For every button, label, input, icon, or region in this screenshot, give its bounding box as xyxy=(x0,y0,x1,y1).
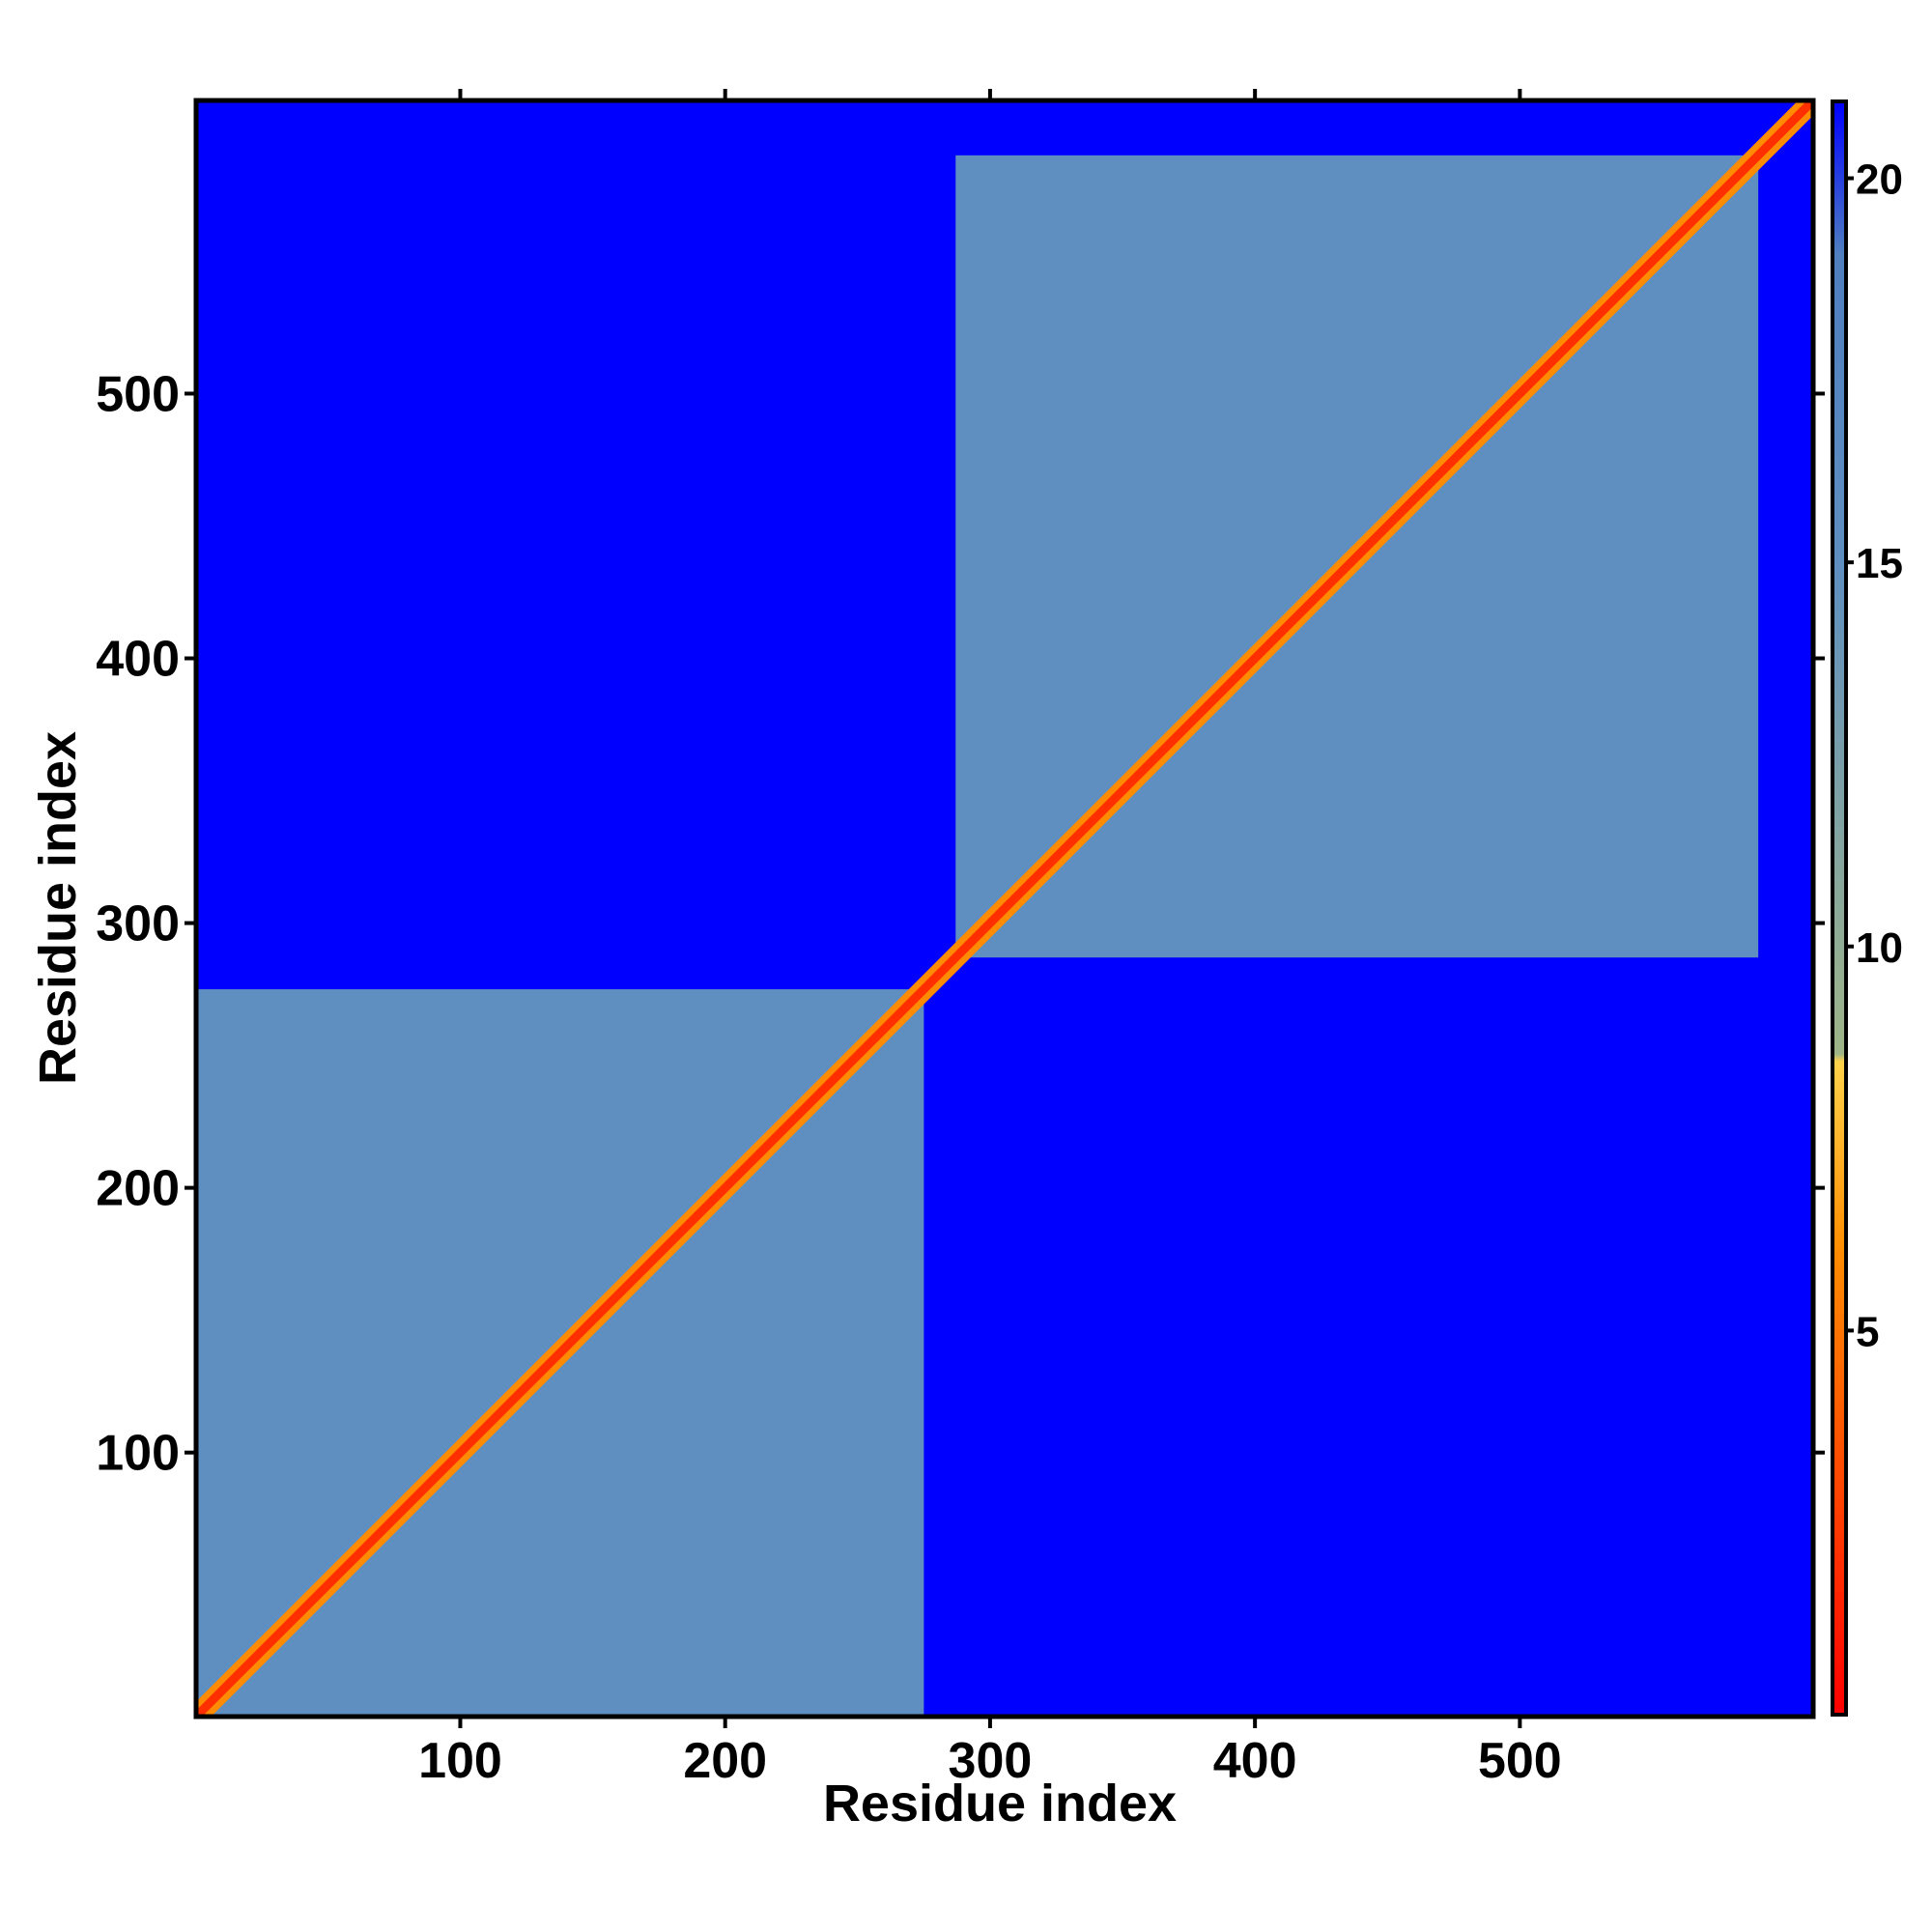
y-tick-label-500: 500 xyxy=(96,366,180,422)
x-tick-label-500: 500 xyxy=(1478,1733,1562,1789)
x-axis-title: Residue index xyxy=(823,1775,1177,1833)
x-tick-label-100: 100 xyxy=(418,1733,502,1789)
colorbar: 5 10 15 20 xyxy=(1831,99,1903,1717)
x-tick-label-300: 300 xyxy=(949,1733,1033,1789)
y-axis: 100 200 300 400 500 xyxy=(96,366,1825,1482)
y-tick-label-100: 100 xyxy=(96,1426,180,1482)
colorbar-tick-label-5: 5 xyxy=(1856,1308,1879,1355)
colorbar-gradient xyxy=(1831,99,1848,1717)
y-tick-label-400: 400 xyxy=(96,632,180,688)
colorbar-tick-label-15: 15 xyxy=(1856,540,1903,587)
y-tick-label-300: 300 xyxy=(96,896,180,952)
colorbar-tick-label-20: 20 xyxy=(1856,156,1903,204)
x-tick-label-200: 200 xyxy=(683,1733,767,1789)
plot-frame xyxy=(193,98,1816,1719)
x-axis: 100 200 300 400 500 xyxy=(418,89,1562,1789)
diagonal xyxy=(198,102,1811,1715)
y-tick-label-200: 200 xyxy=(96,1161,180,1217)
y-axis-title: Residue index xyxy=(29,731,87,1085)
heatmap-area xyxy=(198,102,1811,1715)
x-tick-label-400: 400 xyxy=(1213,1733,1297,1789)
colorbar-tick-label-10: 10 xyxy=(1856,924,1903,972)
